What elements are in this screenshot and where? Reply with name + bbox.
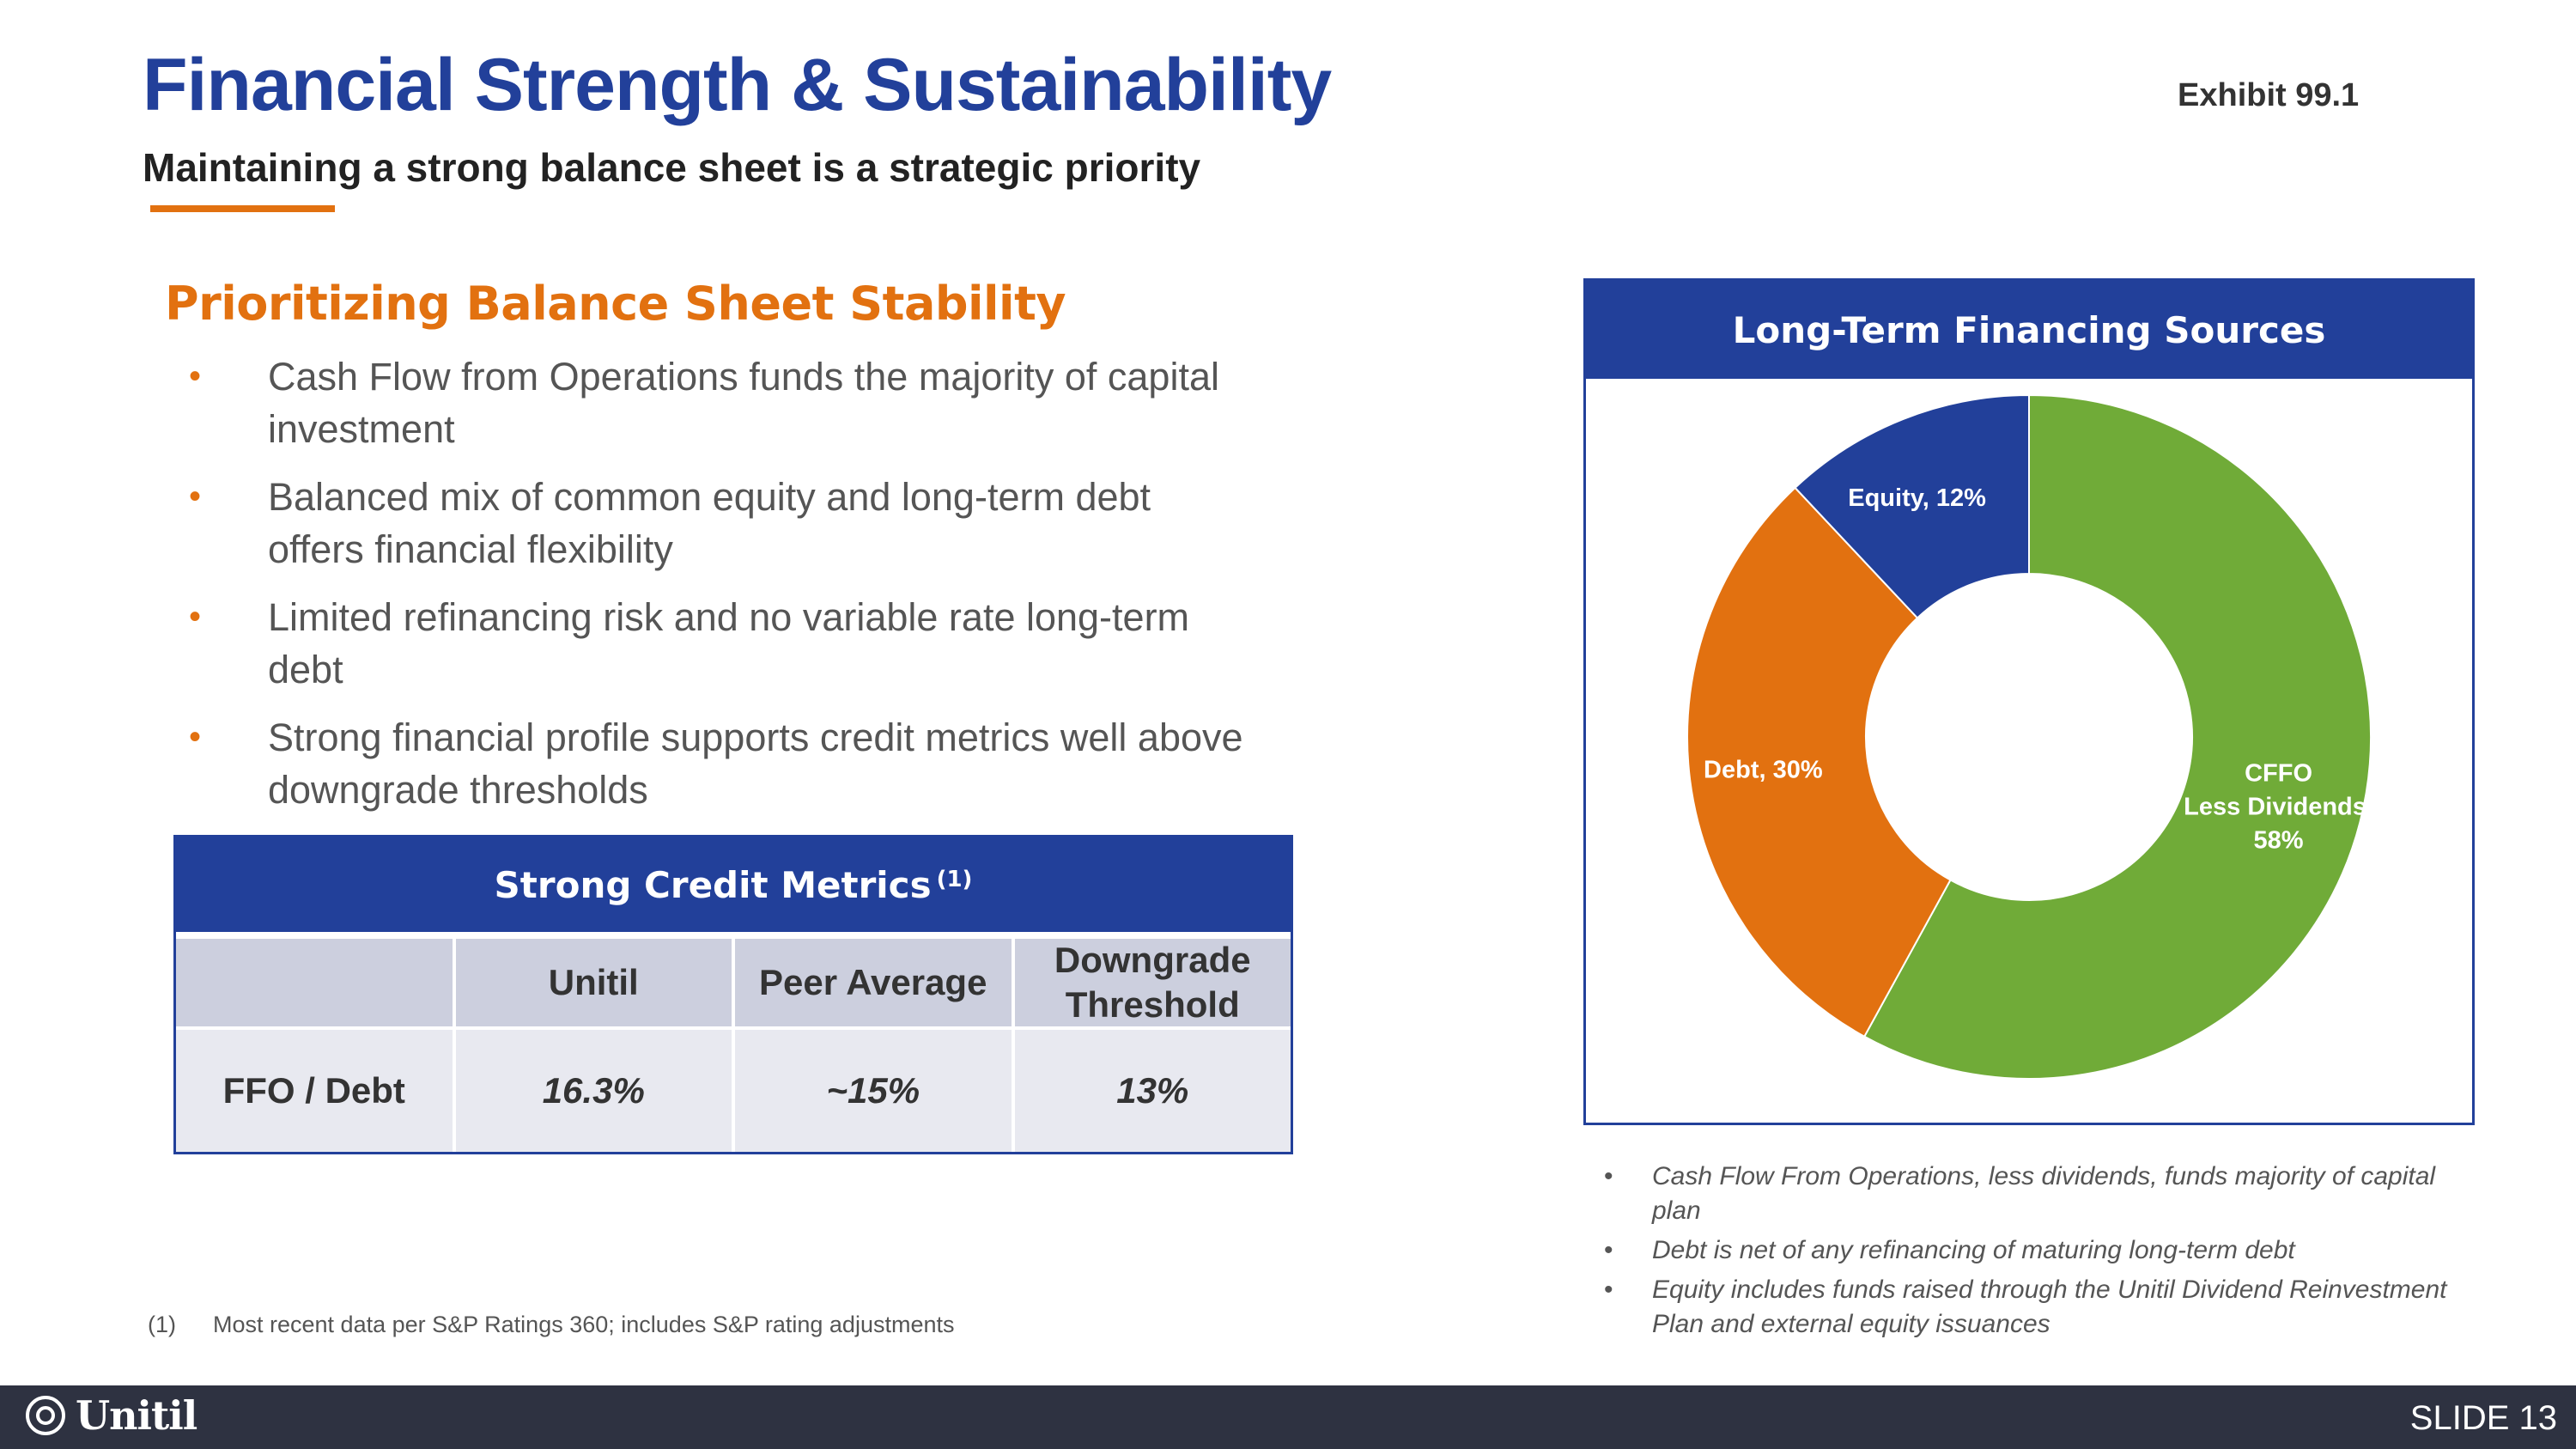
- bullet-dot-icon: •: [189, 357, 202, 395]
- donut-slice: [1794, 393, 2030, 619]
- page-title: Financial Strength & Sustainability: [143, 44, 1332, 126]
- chart-title: Long-Term Financing Sources: [1586, 281, 2472, 379]
- donut-data-label: Equity, 12%: [1848, 484, 1986, 512]
- bullet-item: • Limited refinancing risk and no variabl…: [189, 591, 1254, 696]
- chart-note: • Equity includes funds raised through th…: [1604, 1273, 2463, 1342]
- company-logo: Unitil: [22, 1392, 197, 1439]
- bullet-dot-icon: •: [189, 598, 202, 636]
- slide-number: SLIDE 13: [2409, 1399, 2557, 1437]
- bullet-text: Strong financial profile supports credit…: [268, 715, 1243, 812]
- section-title: Prioritizing Balance Sheet Stability: [165, 277, 1066, 331]
- chart-notes: • Cash Flow From Operations, less dividen…: [1604, 1160, 2463, 1347]
- table-cell: 16.3%: [455, 1030, 732, 1152]
- donut-slice: [1862, 393, 2372, 1080]
- table-header-cell: Unitil: [455, 939, 732, 1026]
- table-row-label: FFO / Debt: [176, 1030, 453, 1152]
- bullet-text: Cash Flow from Operations funds the majo…: [268, 355, 1219, 451]
- footnote: (1) Most recent data per S&P Ratings 360;…: [148, 1312, 955, 1338]
- credit-metrics-title: Strong Credit Metrics (1): [176, 837, 1291, 932]
- bullet-item: • Balanced mix of common equity and long-…: [189, 471, 1254, 575]
- table-row: FFO / Debt 16.3% ~15% 13%: [176, 1030, 1291, 1152]
- chart-note-text: Equity includes funds raised through the…: [1652, 1275, 2447, 1338]
- credit-metrics-footnote-ref: (1): [936, 867, 973, 892]
- table-header-cell: Downgrade Threshold: [1014, 939, 1291, 1026]
- bullet-item: • Strong financial profile supports credi…: [189, 711, 1254, 816]
- logo-wordmark: Unitil: [76, 1392, 197, 1439]
- donut-slice: [1686, 486, 1952, 1038]
- table-cell: ~15%: [735, 1030, 1012, 1152]
- bullet-text: Limited refinancing risk and no variable…: [268, 595, 1190, 691]
- bullet-dot-icon: •: [189, 478, 202, 515]
- footer-bar: Unitil SLIDE 13: [0, 1385, 2576, 1449]
- table-cell: 13%: [1014, 1030, 1291, 1152]
- title-accent-bar: [150, 205, 335, 212]
- unitil-swirl-icon: [26, 1396, 65, 1435]
- donut-chart: CFFO Less Dividends, 58% Debt, 30% Equity, 1…: [1686, 393, 2373, 1080]
- donut-data-label: Debt, 30%: [1704, 757, 1823, 784]
- financing-chart-panel: Long-Term Financing Sources CFFO Less Div…: [1583, 278, 2475, 1125]
- bullet-dot-icon: •: [189, 718, 202, 756]
- table-header-row: Unitil Peer Average Downgrade Threshold: [176, 939, 1291, 1026]
- table-header-cell: [176, 939, 453, 1026]
- exhibit-label: Exhibit 99.1: [2178, 77, 2360, 113]
- chart-note: • Cash Flow From Operations, less dividen…: [1604, 1160, 2463, 1228]
- credit-metrics-table: Strong Credit Metrics (1) Unitil Peer Av…: [173, 835, 1293, 1154]
- bullet-text: Balanced mix of common equity and long-t…: [268, 475, 1151, 571]
- footnote-number: (1): [148, 1312, 176, 1337]
- bullet-dot-icon: •: [1604, 1162, 1613, 1190]
- chart-note-text: Debt is net of any refinancing of maturi…: [1652, 1236, 2295, 1264]
- bullet-dot-icon: •: [1604, 1236, 1613, 1264]
- bullet-item: • Cash Flow from Operations funds the maj…: [189, 350, 1254, 455]
- bullet-list: • Cash Flow from Operations funds the maj…: [189, 350, 1254, 831]
- credit-metrics-title-text: Strong Credit Metrics: [494, 863, 932, 906]
- footnote-text: Most recent data per S&P Ratings 360; in…: [213, 1312, 955, 1337]
- bullet-dot-icon: •: [1604, 1275, 1613, 1304]
- page-subtitle: Maintaining a strong balance sheet is a …: [143, 145, 1201, 190]
- chart-note-text: Cash Flow From Operations, less dividend…: [1652, 1162, 2436, 1225]
- table-header-cell: Peer Average: [735, 939, 1012, 1026]
- chart-note: • Debt is net of any refinancing of matur…: [1604, 1233, 2463, 1268]
- donut-data-label: CFFO Less Dividends, 58%: [2184, 760, 2373, 855]
